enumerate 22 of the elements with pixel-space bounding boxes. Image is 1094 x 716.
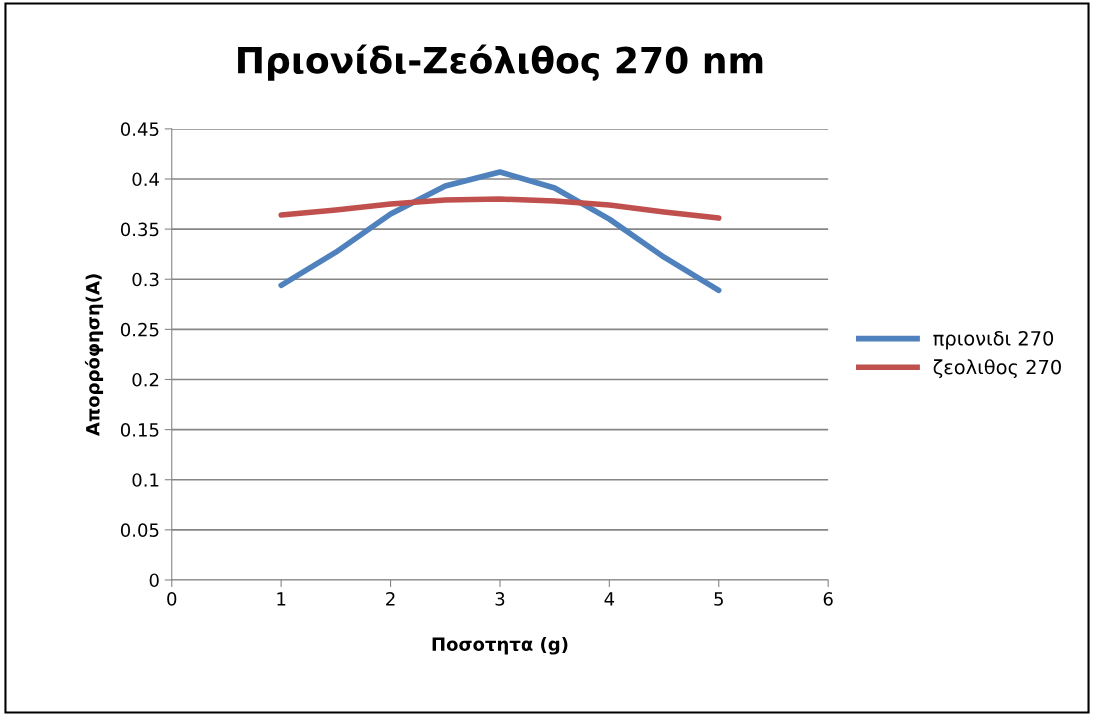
y-tick-label: 0.2 <box>132 372 159 387</box>
legend-label: πριονιδι 270 <box>933 330 1054 350</box>
y-tick-label: 0.25 <box>120 322 159 337</box>
x-tick-label: 6 <box>823 592 833 606</box>
y-tick-label: 0.3 <box>132 272 159 287</box>
y-axis-title: Απορρόφηση(A) <box>84 274 104 436</box>
x-tick-label: 1 <box>277 592 286 606</box>
x-tick-label: 5 <box>714 592 723 606</box>
x-tick-label: 3 <box>495 592 505 606</box>
y-tick-label: 0.4 <box>132 172 159 187</box>
y-tick-label: 0.05 <box>120 523 159 537</box>
x-axis-title: Ποσοτητα (g) <box>432 637 568 655</box>
chart-title: Πριονίδι-Ζεόλιθος 270 nm <box>238 44 763 81</box>
x-tick-label: 2 <box>386 592 395 606</box>
y-tick-label: 0.15 <box>120 423 159 437</box>
y-tick-label: 0.45 <box>120 122 159 136</box>
x-tick-label: 0 <box>167 592 177 606</box>
y-tick-label: 0 <box>149 573 159 588</box>
legend-label: ζεολιθος 270 <box>933 359 1061 379</box>
x-tick-label: 4 <box>604 592 615 606</box>
y-tick-label: 0.1 <box>132 473 159 487</box>
y-tick-label: 0.35 <box>120 222 159 237</box>
